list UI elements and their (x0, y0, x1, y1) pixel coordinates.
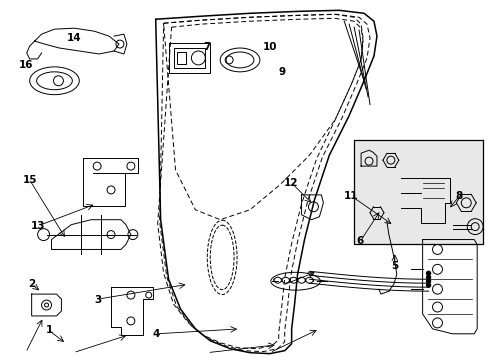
Circle shape (426, 275, 429, 279)
Text: 10: 10 (262, 42, 276, 52)
Bar (168, 43, 210, 73)
Bar (173, 48, 205, 68)
Circle shape (426, 271, 429, 275)
Text: 6: 6 (356, 236, 363, 246)
Text: 14: 14 (66, 33, 81, 43)
Bar (353, 140, 482, 244)
Text: 12: 12 (283, 178, 298, 188)
Text: 3: 3 (94, 295, 102, 305)
Text: 15: 15 (23, 175, 37, 185)
Text: 7: 7 (203, 42, 210, 52)
Text: 4: 4 (152, 329, 160, 339)
Text: 2: 2 (28, 279, 36, 289)
Text: 1: 1 (46, 325, 53, 335)
Text: 16: 16 (19, 60, 33, 70)
Text: 5: 5 (390, 261, 398, 271)
Text: 13: 13 (31, 221, 45, 231)
Text: 11: 11 (343, 191, 358, 201)
Circle shape (426, 283, 429, 287)
Text: 9: 9 (278, 67, 285, 77)
Text: 8: 8 (454, 191, 462, 201)
Bar (176, 52, 186, 64)
Circle shape (426, 279, 429, 283)
